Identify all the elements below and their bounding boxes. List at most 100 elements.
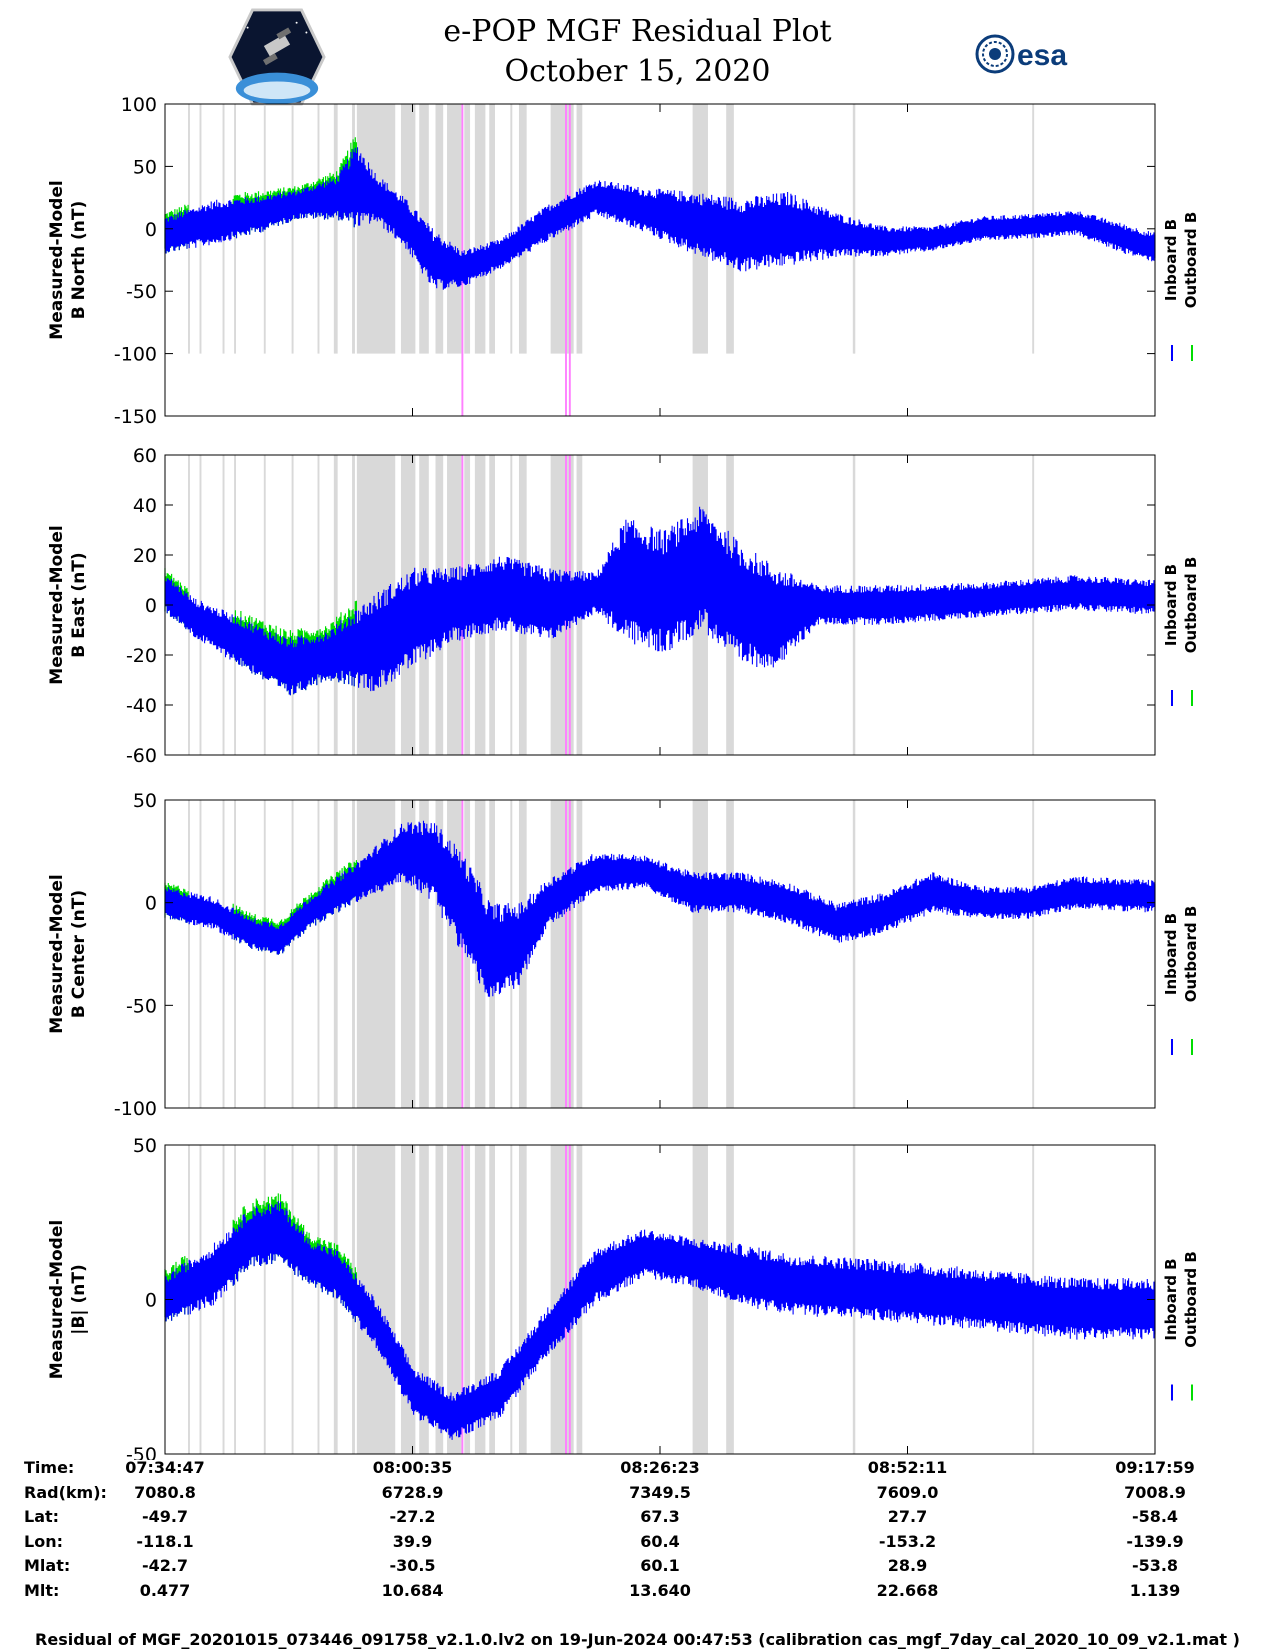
panel-3: 50 0 -50 -100 Measured-Model B Center (nT) Inb… [47,790,1200,1120]
y-tick-label: 0 [145,595,157,617]
flag-band [568,104,571,416]
flag-band [461,800,464,1108]
event-band [464,104,471,354]
legend: Inboard B Outboard B [1162,212,1200,361]
y-tick-label: 50 [133,790,157,812]
cassiope-logo-icon [228,8,326,106]
event-band [853,800,856,1108]
info-value: 39.9 [392,1531,433,1551]
event-band [435,800,444,1108]
event-band [489,1145,495,1454]
info-value: -58.4 [1131,1507,1179,1526]
legend-inboard-label: Inboard B [1162,913,1180,995]
info-value: -30.5 [389,1556,436,1575]
event-band [317,455,320,755]
event-band [333,800,338,1108]
info-value: 08:26:23 [620,1458,700,1477]
y-tick-label: 60 [133,445,157,467]
y-tick-label: 50 [133,156,157,178]
inboard-series [164,506,1156,696]
info-value: 60.4 [640,1531,680,1551]
y-tick-label: 0 [145,219,157,241]
event-band [317,104,320,354]
esa-logo-text: esa [1017,39,1067,72]
event-band [356,104,396,354]
y-tick-label: -50 [126,1444,157,1460]
info-row-label: Mlt: [24,1580,60,1600]
event-band [692,800,708,1108]
orbit-info-table: Time: Rad(km): Lat: Lon: Mlat: Mlt: 07:34:47 70… [0,1458,1275,1618]
event-band [291,104,294,354]
y-tick-label: 0 [145,1290,157,1312]
event-band [474,1145,486,1454]
info-row-label: Lon: [24,1531,63,1551]
event-band [234,1145,236,1454]
legend-outboard-label: Outboard B [1182,212,1200,309]
event-band [199,455,202,755]
info-value: 1.139 [1129,1580,1181,1600]
esa-logo-icon: esa [975,34,1067,74]
inboard-series [164,147,1156,290]
event-band [317,1145,320,1454]
info-value: 07:34:47 [125,1458,205,1477]
info-value: 7609.0 [876,1482,939,1502]
info-row-label: Lat: [24,1507,60,1526]
panel-4: 50 0 -50 Measured-Model |B| (nT) Inboard B Out… [47,1135,1200,1460]
event-band [291,455,294,755]
event-band [464,1145,471,1454]
event-band [291,800,294,1108]
info-value: 0.477 [139,1580,191,1600]
panel-2: 60 40 20 0 -20 -40 -60 Measured-Model B East (nT… [47,445,1200,767]
y-tick-label: -60 [126,745,157,767]
y-tick-label: -150 [114,406,157,428]
y-tick-label: 0 [145,893,157,915]
info-value: 13.640 [629,1580,691,1600]
legend: Inboard B Outboard B [1162,906,1200,1055]
y-axis-label: Measured-Model B Center (nT) [47,874,89,1033]
event-band [317,800,320,1108]
event-band [1032,800,1035,1108]
info-value: -139.9 [1126,1531,1184,1551]
info-value: -153.2 [878,1531,937,1551]
info-value: 27.7 [887,1507,928,1526]
panel-1: 100 50 0 -50 -100 -150 Measured-Model B North (… [47,94,1200,428]
info-value: 08:00:35 [372,1458,453,1477]
event-band [234,455,236,755]
event-band [352,104,355,354]
event-band [576,104,583,354]
info-value: 67.3 [640,1507,680,1526]
legend: Inboard B Outboard B [1162,557,1200,706]
legend: Inboard B Outboard B [1162,1251,1200,1401]
event-band [222,800,225,1108]
info-value: -42.7 [141,1556,189,1575]
event-band [447,104,462,354]
event-band [263,800,266,1108]
flag-band [565,800,567,1108]
event-band [518,1145,527,1454]
y-tick-label: 20 [133,545,157,567]
info-row-label: Mlat: [24,1556,71,1575]
info-value: 08:52:11 [867,1458,948,1477]
legend-outboard-label: Outboard B [1182,557,1200,654]
info-row-label: Rad(km): [24,1482,107,1502]
event-band [222,1145,225,1454]
y-tick-label: -50 [126,995,157,1017]
residual-plots: 100 50 0 -50 -100 -150 Measured-Model B North (… [47,94,1200,1460]
y-axis-label: Measured-Model |B| (nT) [47,1220,89,1379]
event-band [726,800,734,1108]
legend-outboard-label: Outboard B [1182,1251,1200,1348]
event-band [474,104,486,354]
y-axis-label: Measured-Model B North (nT) [47,180,89,339]
flag-band [565,104,567,416]
event-band [510,104,513,354]
y-tick-label: 100 [121,94,157,116]
y-tick-label: 50 [133,1135,157,1157]
event-band [489,104,495,354]
flag-band [461,1145,464,1454]
legend-outboard-label: Outboard B [1182,906,1200,1003]
event-band [291,1145,294,1454]
event-band [263,455,266,755]
info-value: -49.7 [141,1507,189,1526]
event-band [352,800,355,1108]
inboard-series [164,1201,1156,1440]
